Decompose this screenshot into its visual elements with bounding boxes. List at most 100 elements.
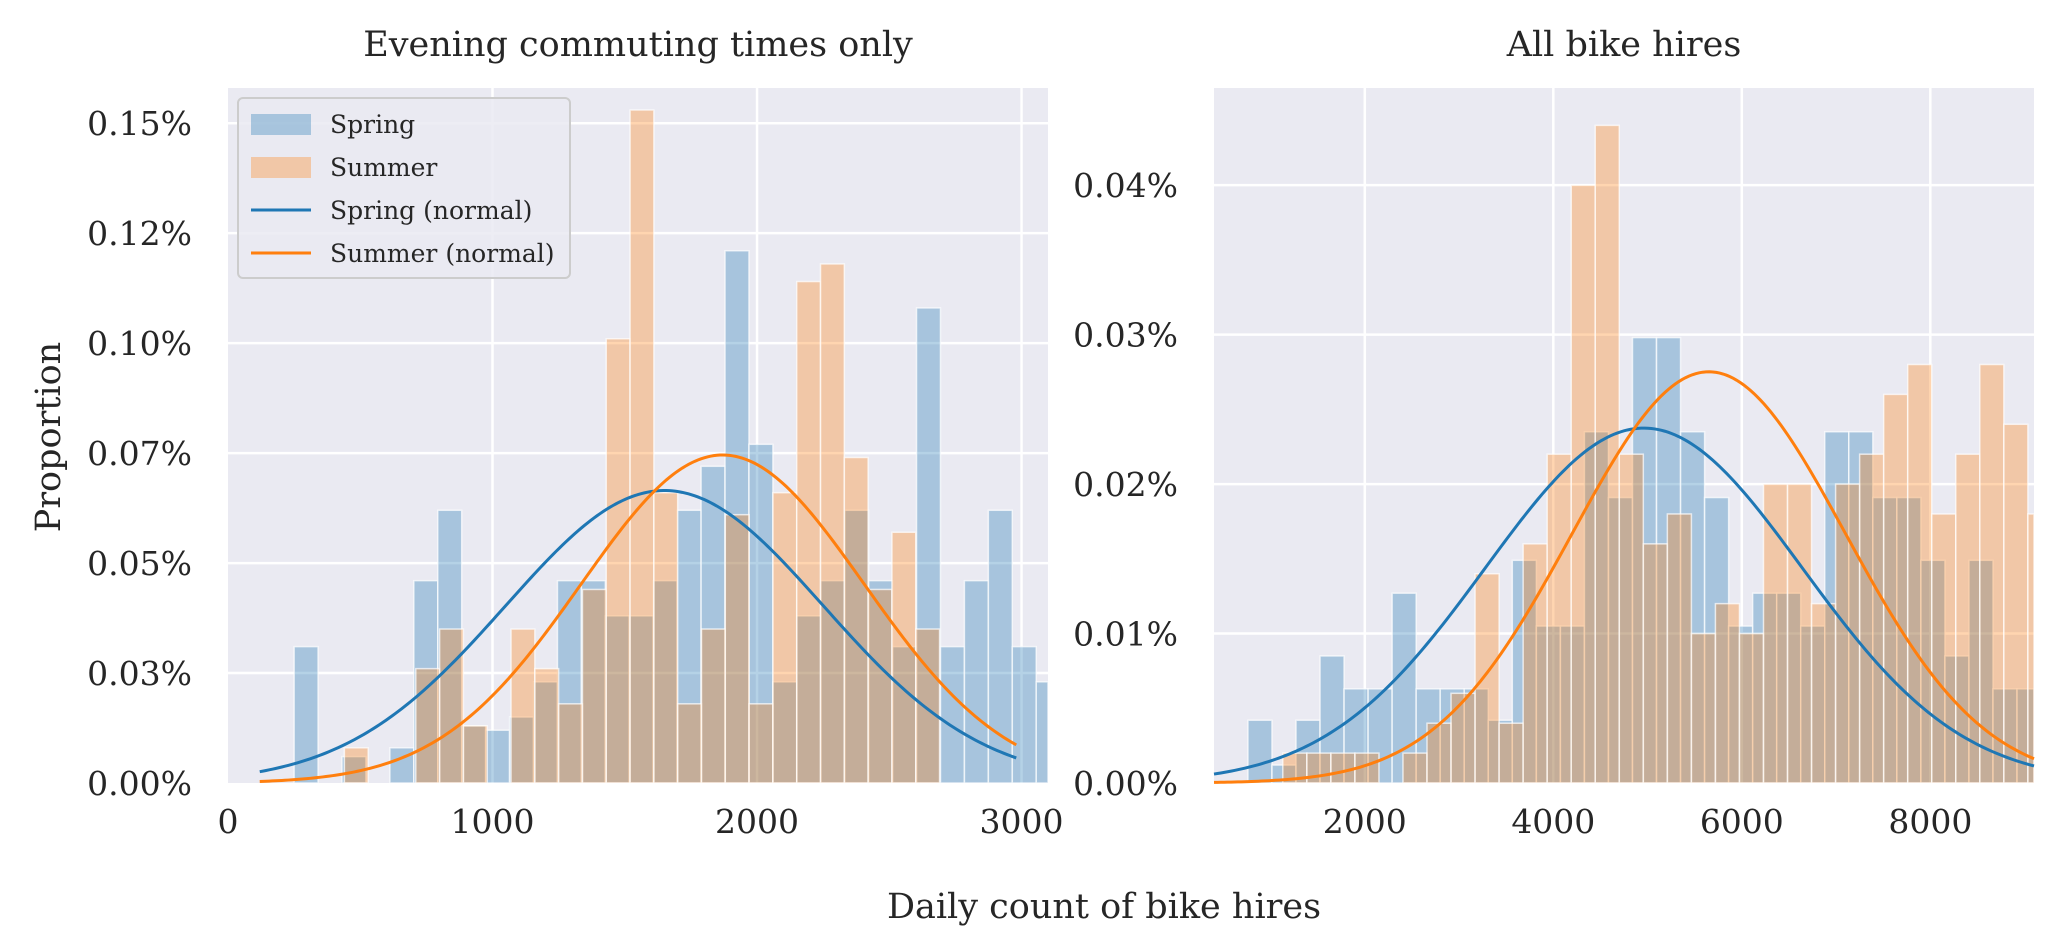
bar-summer bbox=[629, 109, 655, 784]
bar-summer bbox=[1474, 573, 1500, 784]
bar-summer bbox=[1498, 722, 1524, 784]
y-tick-label: 0.03% bbox=[87, 654, 192, 693]
bar-spring bbox=[1535, 625, 1562, 784]
bar-spring bbox=[1799, 625, 1826, 784]
x-tick-label: 4000 bbox=[1511, 802, 1595, 841]
bar-summer bbox=[653, 491, 679, 784]
y-tick-label: 0.07% bbox=[87, 434, 192, 473]
y-tick-label: 0.10% bbox=[87, 324, 192, 363]
legend-label-spring: Spring bbox=[330, 110, 415, 139]
histogram-bars bbox=[293, 109, 1049, 784]
bar-summer bbox=[1882, 393, 1909, 784]
legend-label-summer: Summer bbox=[330, 153, 437, 182]
bar-summer bbox=[605, 337, 631, 784]
y-tick-label: 0.02% bbox=[1073, 465, 1178, 504]
y-tick-labels: 0.00% 0.01% 0.02% 0.03% 0.04% bbox=[1073, 166, 1178, 803]
bar-spring bbox=[1655, 336, 1682, 784]
bar-spring bbox=[1751, 592, 1778, 784]
bar-summer bbox=[1979, 363, 2005, 784]
bar-summer bbox=[438, 628, 465, 784]
curve-summer-normal bbox=[259, 453, 1018, 783]
bar-summer bbox=[1570, 184, 1597, 784]
curve-summer-normal bbox=[1213, 370, 2035, 784]
bar-summer bbox=[1522, 543, 1548, 784]
chart-title: Evening commuting times only bbox=[363, 25, 913, 65]
bar-summer bbox=[724, 513, 750, 784]
bar-summer bbox=[1714, 602, 1741, 784]
bar-summer bbox=[1594, 124, 1621, 784]
x-tick-label: 2000 bbox=[1323, 802, 1407, 841]
bar-summer bbox=[1906, 363, 1933, 784]
bar-spring bbox=[484, 729, 511, 784]
bar-spring bbox=[1607, 496, 1634, 784]
bar-spring bbox=[1775, 592, 1802, 784]
bar-summer bbox=[1426, 722, 1452, 784]
grid-lines bbox=[1214, 88, 2034, 783]
bar-summer bbox=[2003, 423, 2029, 784]
y-tick-label: 0.03% bbox=[1073, 316, 1178, 355]
bar-spring bbox=[1992, 688, 2018, 784]
bar-summer bbox=[700, 628, 727, 784]
bar-spring bbox=[1035, 681, 1049, 784]
x-tick-label: 1000 bbox=[451, 802, 535, 841]
bar-spring bbox=[1487, 719, 1514, 784]
x-tick-label: 2000 bbox=[715, 802, 799, 841]
bar-spring bbox=[1511, 559, 1538, 784]
bar-spring bbox=[939, 645, 966, 784]
chart-panel-all-bike-hires: 2000 4000 6000 8000 0.00%0.01%0.02%0.03%0.0… bbox=[1073, 25, 2035, 841]
y-tick-label: 0.00% bbox=[87, 764, 192, 803]
legend-box bbox=[237, 97, 571, 279]
legend-swatch-spring bbox=[251, 114, 311, 135]
bar-summer bbox=[1738, 632, 1765, 784]
bar-summer bbox=[557, 703, 584, 784]
bar-summer bbox=[2027, 513, 2035, 784]
legend-swatch-summer bbox=[251, 157, 311, 178]
bar-spring bbox=[1848, 431, 1874, 784]
bar-summer bbox=[581, 588, 608, 784]
bar-summer bbox=[1955, 453, 1981, 784]
bar-summer bbox=[1810, 602, 1837, 784]
bar-summer bbox=[1930, 513, 1957, 784]
curve-spring-normal bbox=[1213, 426, 2035, 776]
bar-summer bbox=[772, 491, 798, 784]
chart-title: All bike hires bbox=[1506, 25, 1742, 65]
bar-summer bbox=[462, 725, 488, 784]
histogram-bars bbox=[1247, 124, 2035, 784]
x-tick-label: 6000 bbox=[1700, 802, 1784, 841]
bar-spring bbox=[1011, 645, 1037, 784]
bar-summer bbox=[1762, 483, 1789, 784]
bar-summer bbox=[1642, 543, 1669, 784]
bar-summer bbox=[748, 703, 774, 784]
bar-spring bbox=[1319, 655, 1345, 784]
bar-summer bbox=[891, 531, 917, 784]
bar-spring bbox=[1559, 625, 1586, 784]
chart-panel-evening-commuting: 0 1000 2000 3000 0.00% 0.03% 0.05% 0.07% 0.10% 0… bbox=[87, 25, 1063, 841]
y-tick-label: 0.05% bbox=[87, 544, 192, 583]
bar-summer bbox=[343, 747, 369, 784]
x-tick-label: 8000 bbox=[1888, 802, 1972, 841]
bar-spring bbox=[1824, 431, 1850, 784]
y-tick-label: 0.00% bbox=[1073, 764, 1178, 803]
bar-summer bbox=[843, 456, 869, 784]
bar-summer bbox=[1618, 453, 1645, 784]
bar-summer bbox=[676, 703, 703, 784]
bar-summer bbox=[795, 280, 822, 784]
legend-label-spring-normal: Spring (normal) bbox=[330, 196, 532, 225]
bar-summer bbox=[819, 263, 846, 784]
bar-summer bbox=[914, 628, 941, 784]
x-tick-labels: 2000 4000 6000 8000 bbox=[1323, 802, 1973, 841]
x-tick-label: 0 bbox=[218, 802, 239, 841]
bar-summer bbox=[1402, 752, 1428, 784]
bar-summer bbox=[534, 667, 560, 784]
bar-summer bbox=[1450, 692, 1476, 784]
x-tick-label: 3000 bbox=[980, 802, 1064, 841]
y-tick-label: 0.15% bbox=[87, 104, 192, 143]
bar-summer bbox=[1546, 453, 1572, 784]
bar-summer bbox=[1666, 513, 1693, 784]
y-tick-label: 0.04% bbox=[1073, 166, 1178, 205]
y-tick-labels: 0.00% 0.03% 0.05% 0.07% 0.10% 0.12% 0.15% bbox=[87, 104, 192, 803]
bar-spring bbox=[1679, 431, 1706, 784]
bar-summer bbox=[1834, 483, 1861, 784]
x-axis-label: Daily count of bike hires bbox=[887, 887, 1321, 927]
